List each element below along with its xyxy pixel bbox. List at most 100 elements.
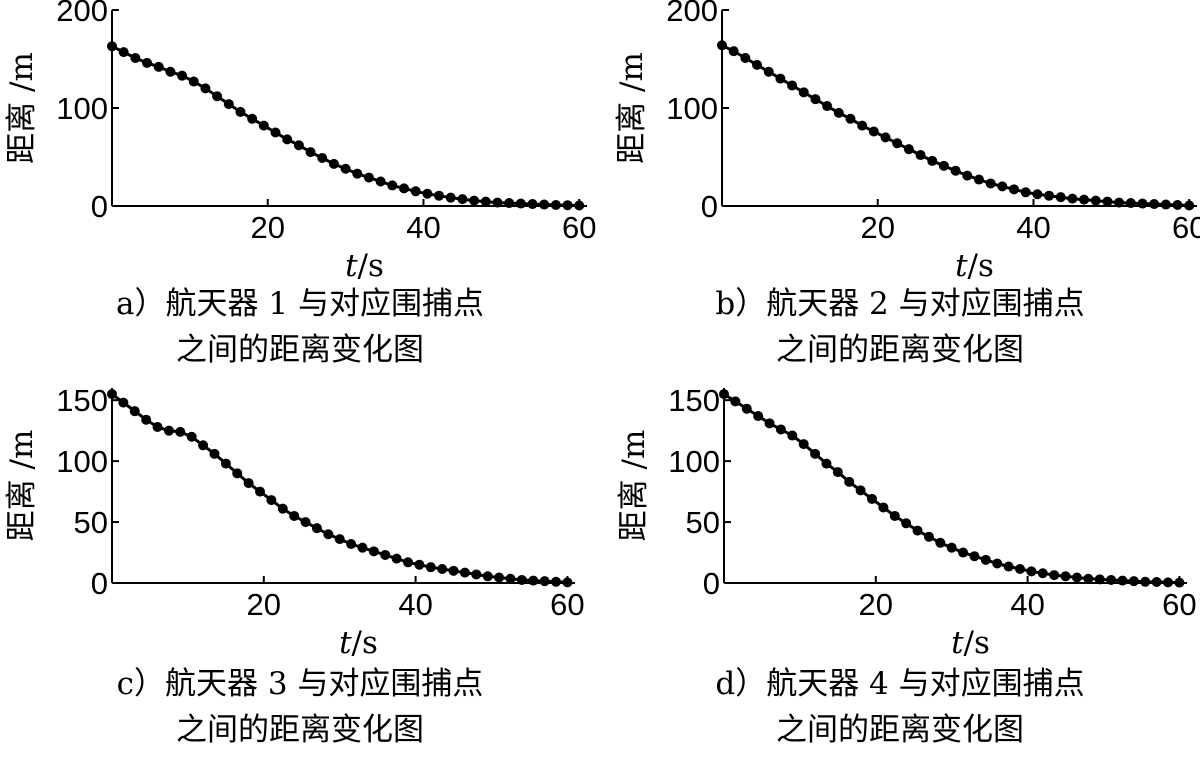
data-point-a-37 — [539, 199, 550, 210]
data-point-d-29 — [1049, 570, 1060, 581]
data-point-b-33 — [1102, 196, 1113, 207]
data-point-c-8 — [198, 440, 209, 451]
data-point-c-7 — [186, 431, 197, 442]
y-tick-label-a-2: 200 — [56, 0, 108, 28]
x-axis-label-b: t/s — [955, 248, 994, 284]
data-point-c-29 — [437, 563, 448, 574]
data-point-d-33 — [1094, 574, 1105, 585]
x-tick-label-a-1: 40 — [406, 210, 440, 245]
data-point-a-22 — [363, 172, 374, 183]
data-point-c-18 — [311, 523, 322, 534]
data-point-b-21 — [962, 170, 973, 181]
caption-c-line1: 航天器 3 与对应围捕点 — [164, 666, 484, 702]
data-point-c-31 — [459, 567, 470, 578]
data-point-a-6 — [177, 70, 188, 81]
data-point-c-20 — [334, 534, 345, 545]
data-point-d-35 — [1117, 575, 1128, 586]
caption-b-line1: 航天器 2 与对应围捕点 — [766, 286, 1085, 322]
data-point-a-2 — [130, 53, 141, 64]
series-line-d-0 — [723, 392, 1180, 585]
data-point-b-23 — [985, 178, 996, 189]
data-point-a-8 — [200, 83, 211, 94]
data-point-c-22 — [357, 542, 368, 553]
caption-b-line2: 之间的距离变化图 — [776, 332, 1024, 368]
data-point-c-9 — [209, 448, 220, 459]
data-point-d-1 — [730, 396, 741, 407]
data-point-a-0 — [107, 41, 117, 52]
data-point-d-32 — [1083, 573, 1094, 584]
y-tick-label-c-2: 100 — [56, 444, 108, 479]
data-point-b-16 — [903, 144, 914, 155]
data-point-d-40 — [1174, 577, 1185, 588]
data-point-a-15 — [282, 134, 293, 145]
data-point-b-34 — [1114, 197, 1125, 208]
data-point-b-12 — [857, 120, 868, 131]
data-point-b-37 — [1149, 199, 1160, 210]
y-tick-label-c-3: 150 — [56, 383, 108, 418]
data-point-c-24 — [380, 549, 391, 560]
data-point-d-12 — [855, 485, 866, 496]
series-line-b-0 — [721, 43, 1190, 207]
data-point-a-28 — [434, 190, 445, 201]
data-point-d-11 — [844, 476, 855, 487]
data-point-b-0 — [717, 40, 727, 51]
data-point-d-26 — [1015, 563, 1026, 574]
data-point-d-24 — [992, 558, 1003, 569]
data-point-c-12 — [243, 478, 254, 489]
data-point-d-38 — [1151, 577, 1162, 588]
data-point-c-32 — [471, 569, 482, 580]
caption-d-line2: 之间的距离变化图 — [776, 712, 1024, 748]
caption-a-prefix: a） — [116, 286, 166, 322]
data-point-a-40 — [574, 200, 585, 211]
x-tick-label-b-0: 20 — [860, 210, 894, 245]
data-point-c-27 — [414, 559, 425, 570]
data-point-d-15 — [889, 510, 900, 521]
chart-b: 0 100 200 20 40 60 t/s 距离 /m — [614, 0, 1200, 284]
data-point-c-38 — [539, 576, 550, 587]
x-tick-label-c-0: 20 — [247, 587, 281, 622]
data-point-d-4 — [764, 418, 775, 429]
data-point-d-30 — [1060, 571, 1071, 582]
data-point-a-12 — [247, 113, 258, 124]
data-point-b-35 — [1125, 198, 1136, 209]
data-point-d-3 — [753, 411, 764, 422]
data-point-b-27 — [1032, 189, 1043, 200]
data-point-a-10 — [223, 99, 234, 110]
panel-d: 0 50 100 150 20 40 60 t/s 距离 /m d）航天器 4 与对应围捕点 之… — [600, 380, 1200, 760]
data-point-a-31 — [469, 195, 480, 206]
data-point-b-5 — [775, 73, 786, 84]
data-point-d-25 — [1003, 561, 1014, 572]
data-point-d-20 — [946, 542, 957, 553]
x-axis-label-unit-a: /s — [358, 248, 384, 284]
panel-c: 0 50 100 150 20 40 60 t/s 距离 /m c）航天器 3 与对应围捕点 之… — [0, 380, 600, 760]
data-point-d-34 — [1106, 574, 1117, 585]
data-point-b-17 — [915, 150, 926, 161]
data-point-a-36 — [527, 199, 538, 210]
data-point-d-0 — [719, 389, 729, 400]
y-axis-label-a: 距离 /m — [4, 52, 40, 164]
data-point-b-6 — [787, 80, 798, 91]
y-tick-label-d-0: 0 — [703, 566, 720, 601]
data-point-a-7 — [188, 76, 199, 87]
data-point-b-24 — [997, 181, 1008, 192]
data-point-b-13 — [868, 126, 879, 137]
data-point-c-16 — [289, 510, 300, 521]
x-axis-label-unit-d: /s — [964, 625, 990, 661]
y-tick-label-b-0: 0 — [701, 189, 718, 224]
data-point-c-28 — [425, 562, 436, 573]
data-point-b-7 — [798, 87, 809, 98]
data-point-a-21 — [352, 168, 363, 179]
data-point-c-13 — [255, 486, 266, 497]
caption-c-line2: 之间的距离变化图 — [176, 712, 424, 748]
data-point-c-37 — [528, 575, 539, 586]
data-point-c-36 — [516, 574, 527, 585]
caption-a-line2: 之间的距离变化图 — [176, 332, 424, 368]
data-point-b-26 — [1020, 187, 1031, 198]
y-tick-label-c-1: 50 — [74, 505, 108, 540]
data-point-c-2 — [129, 406, 140, 417]
data-point-a-24 — [387, 180, 398, 191]
data-point-d-37 — [1140, 576, 1151, 587]
data-point-c-5 — [163, 425, 174, 436]
data-point-a-3 — [142, 57, 153, 68]
data-point-b-19 — [938, 160, 949, 171]
